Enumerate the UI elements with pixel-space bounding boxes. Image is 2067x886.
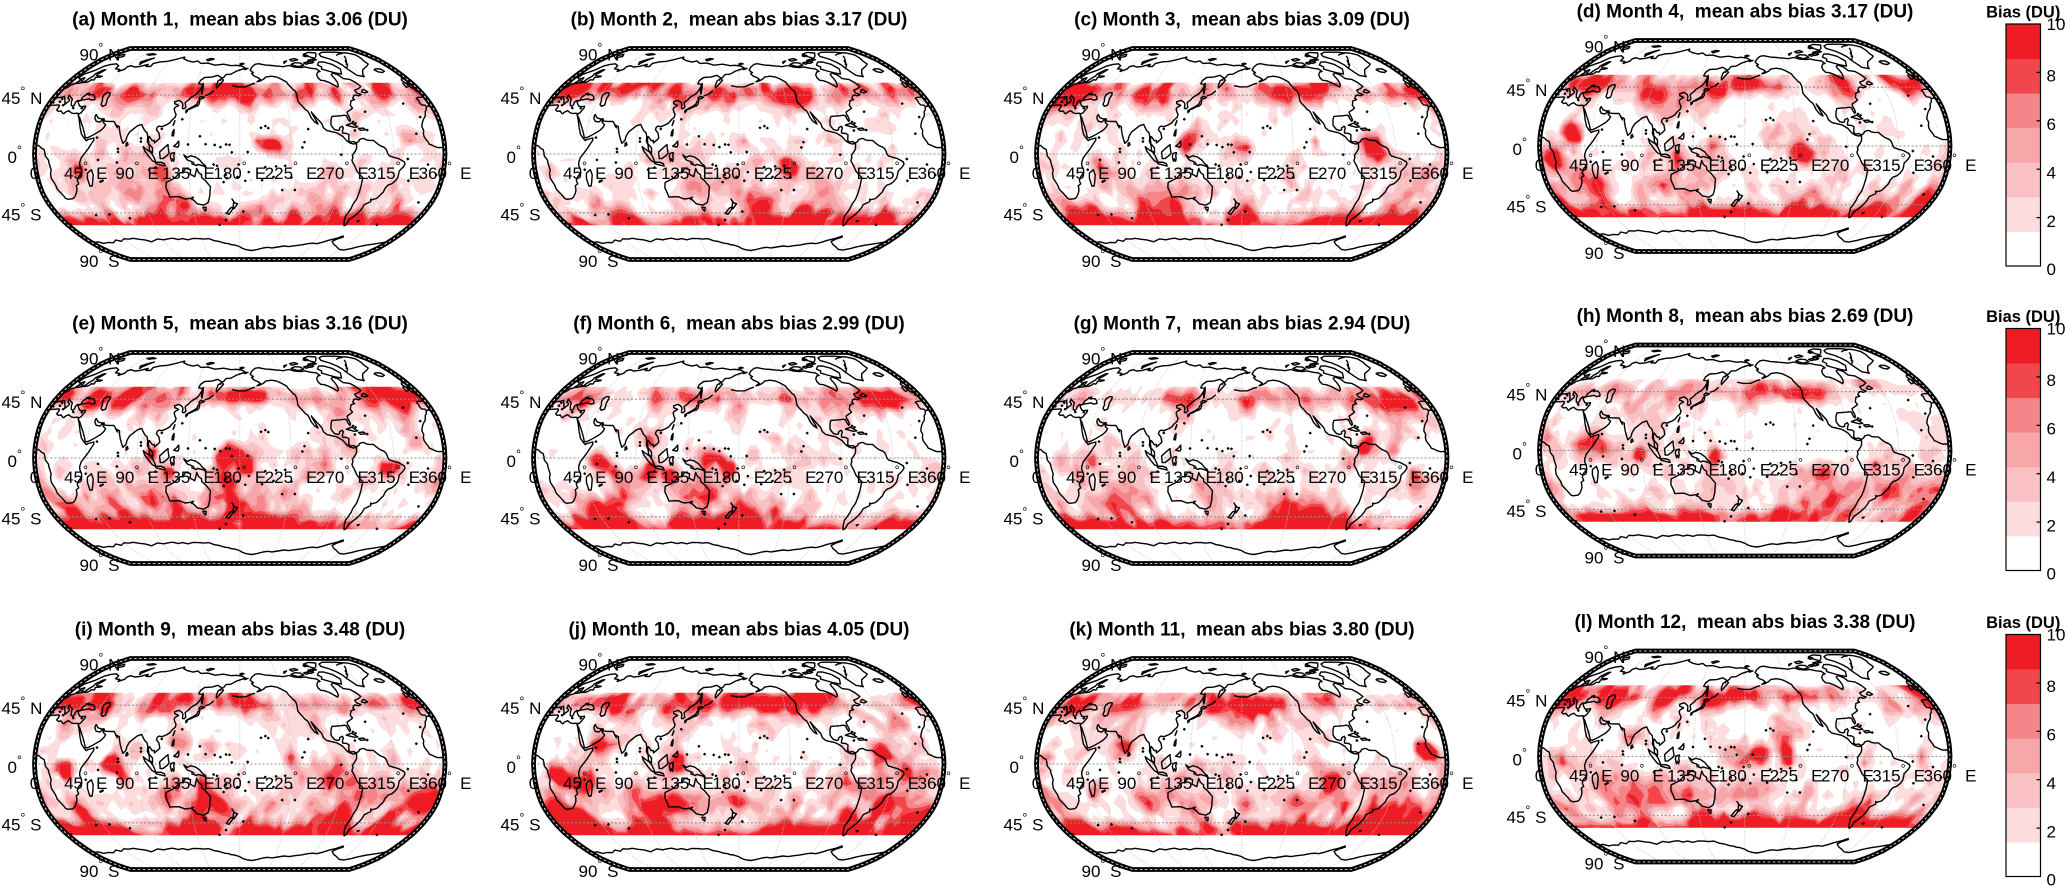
svg-text:(j) Month 10, mean abs bias: (j) Month 10, mean abs bias 4.05 (DU): [568, 620, 909, 641]
svg-text:(e) Month 5, mean abs bias 3.: (e) Month 5, mean abs bias 3.16 (DU): [72, 314, 408, 335]
svg-text:(h) Month 8, mean abs bias 2: (h) Month 8, mean abs bias 2.69 (DU): [1577, 306, 1914, 327]
svg-text:(l) Month 12, mean abs bias 3: (l) Month 12, mean abs bias 3.38 (DU): [1574, 612, 1915, 633]
svg-text:(f) Month 6, mean abs bias 2.: (f) Month 6, mean abs bias 2.99 (DU): [573, 314, 905, 335]
svg-text:(a) Month 1, mean abs bias 3.: (a) Month 1, mean abs bias 3.06 (DU): [72, 10, 408, 31]
svg-text:(k) Month 11, mean abs bias: (k) Month 11, mean abs bias 3.80 (DU): [1069, 620, 1414, 641]
svg-text:(c) Month 3, mean abs bias 3.: (c) Month 3, mean abs bias 3.09 (DU): [1074, 10, 1410, 31]
svg-text:(i) Month 9, mean abs bias 3: (i) Month 9, mean abs bias 3.48 (DU): [75, 620, 405, 641]
svg-text:(d) Month 4, mean abs bias 3.: (d) Month 4, mean abs bias 3.17 (DU): [1577, 2, 1914, 23]
svg-text:(g) Month 7, mean abs bias 2: (g) Month 7, mean abs bias 2.94 (DU): [1074, 314, 1411, 335]
svg-text:(b) Month 2, mean abs bias 3: (b) Month 2, mean abs bias 3.17 (DU): [571, 10, 908, 31]
